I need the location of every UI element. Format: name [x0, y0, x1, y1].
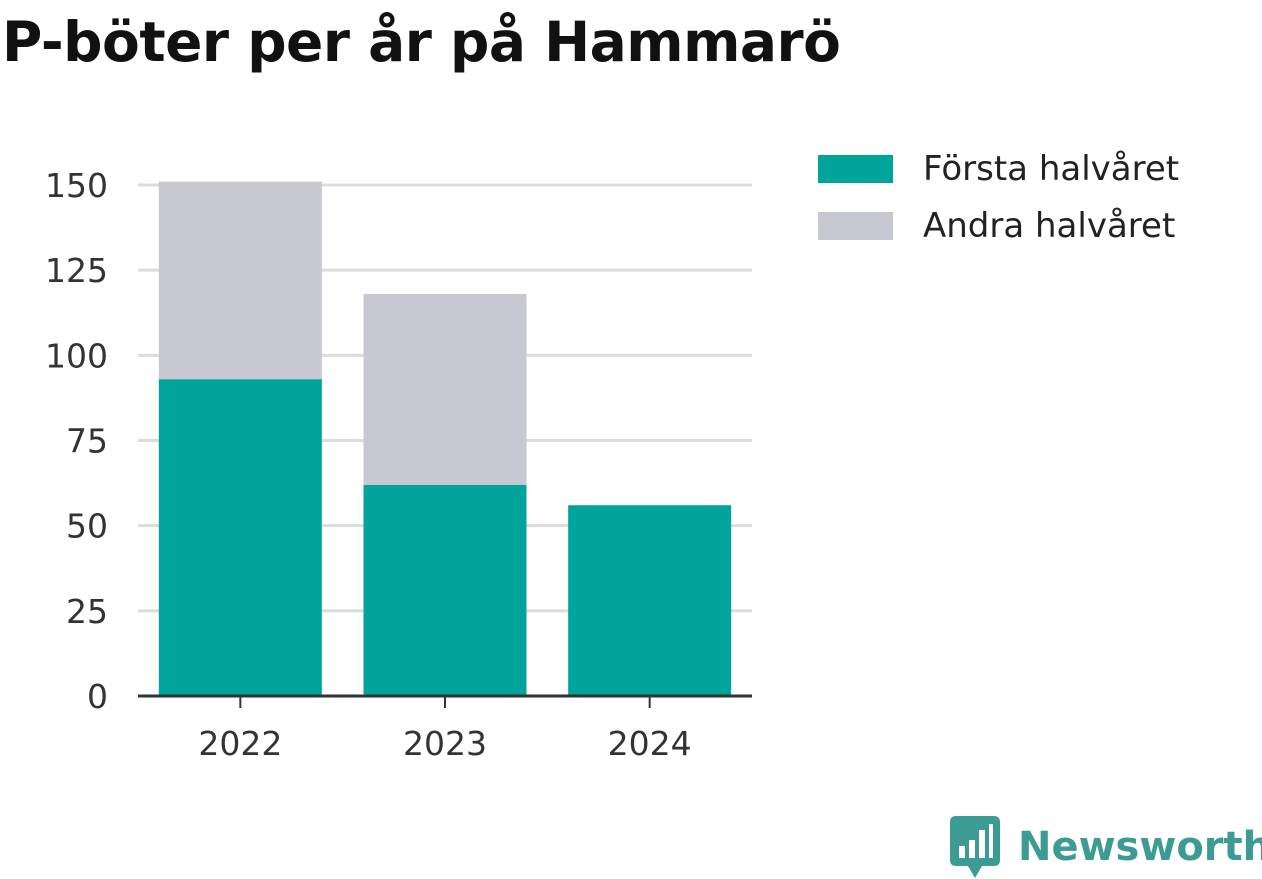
bar-2022-series-2: [158, 181, 322, 380]
bar-2023-series-2: [363, 294, 527, 485]
brand-name: Newsworthy: [1018, 824, 1262, 870]
legend-label-forsta: Första halvåret: [923, 148, 1180, 189]
axes: 0 25 50 75 100 125 150 2022 2023 2024: [45, 166, 752, 763]
chart-title: P-böter per år på Hammarö: [2, 10, 841, 74]
legend-item-andra: Andra halvåret: [818, 197, 1179, 254]
y-tick-label: 100: [45, 336, 108, 375]
y-tick-label: 0: [87, 677, 108, 716]
bar-2023-series-1: [363, 484, 527, 696]
bar-2024-series-1: [568, 505, 732, 696]
legend-swatch-forsta: [818, 154, 893, 183]
y-tick-label: 25: [66, 592, 108, 631]
legend: Första halvåret Andra halvåret: [818, 140, 1179, 254]
y-tick-label: 50: [66, 507, 108, 546]
newsworthy-logo-icon: [950, 816, 1000, 878]
x-tick-label: 2024: [608, 724, 692, 763]
x-tick-label: 2022: [198, 724, 282, 763]
y-tick-label: 75: [66, 422, 108, 461]
bars: [158, 181, 732, 696]
bar-2022-series-1: [158, 379, 322, 696]
legend-item-forsta: Första halvåret: [818, 140, 1179, 197]
legend-swatch-andra: [818, 211, 893, 240]
legend-label-andra: Andra halvåret: [923, 205, 1176, 246]
y-tick-label: 125: [45, 251, 108, 290]
y-tick-label: 150: [45, 166, 108, 205]
brand-logo: Newsworthy: [950, 816, 1262, 878]
x-tick-label: 2023: [403, 724, 487, 763]
